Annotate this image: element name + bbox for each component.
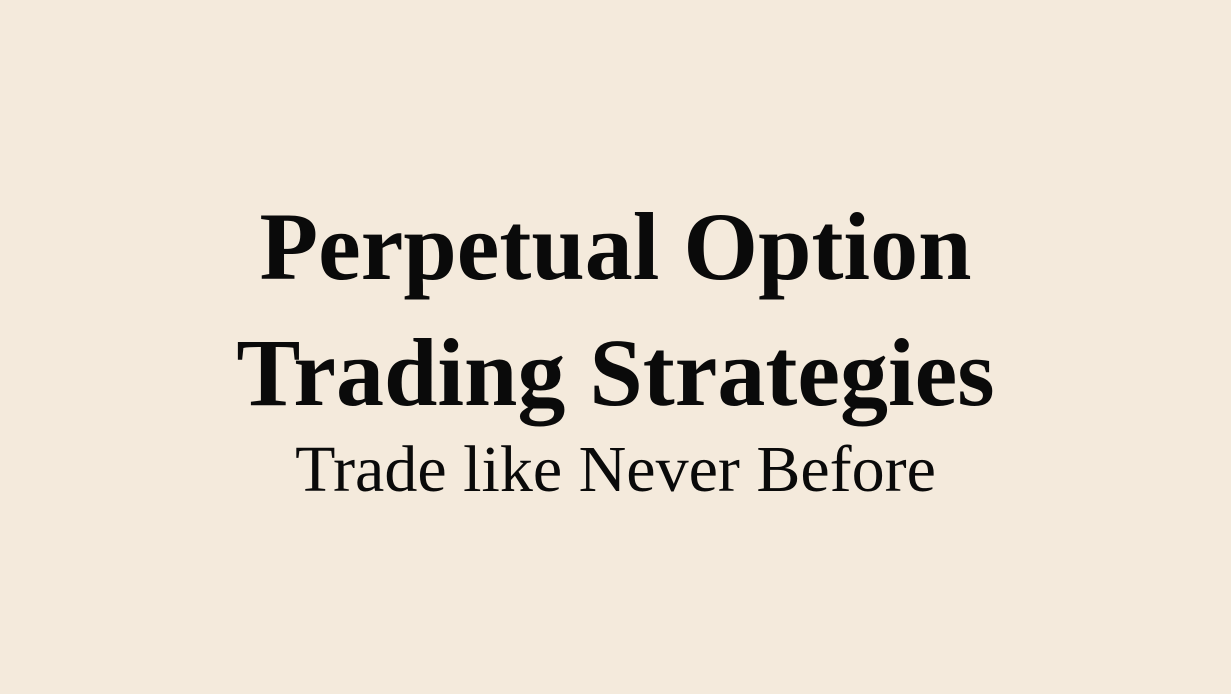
slide-title-line-2: Trading Strategies — [236, 319, 995, 426]
slide-title-line-1: Perpetual Option — [259, 193, 972, 300]
slide-subtitle: Trade like Never Before — [295, 433, 936, 506]
